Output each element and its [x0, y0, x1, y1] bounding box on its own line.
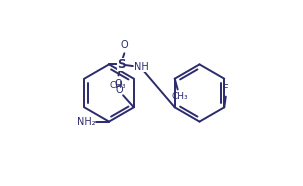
Text: CH₃: CH₃: [109, 81, 126, 90]
Text: CH₃: CH₃: [171, 92, 188, 101]
Text: O: O: [121, 40, 128, 50]
Text: O: O: [116, 85, 124, 94]
Text: S: S: [117, 58, 125, 71]
Text: NH₂: NH₂: [77, 117, 95, 127]
Text: NH: NH: [134, 62, 149, 72]
Text: F: F: [223, 84, 229, 94]
Text: O: O: [114, 79, 122, 89]
